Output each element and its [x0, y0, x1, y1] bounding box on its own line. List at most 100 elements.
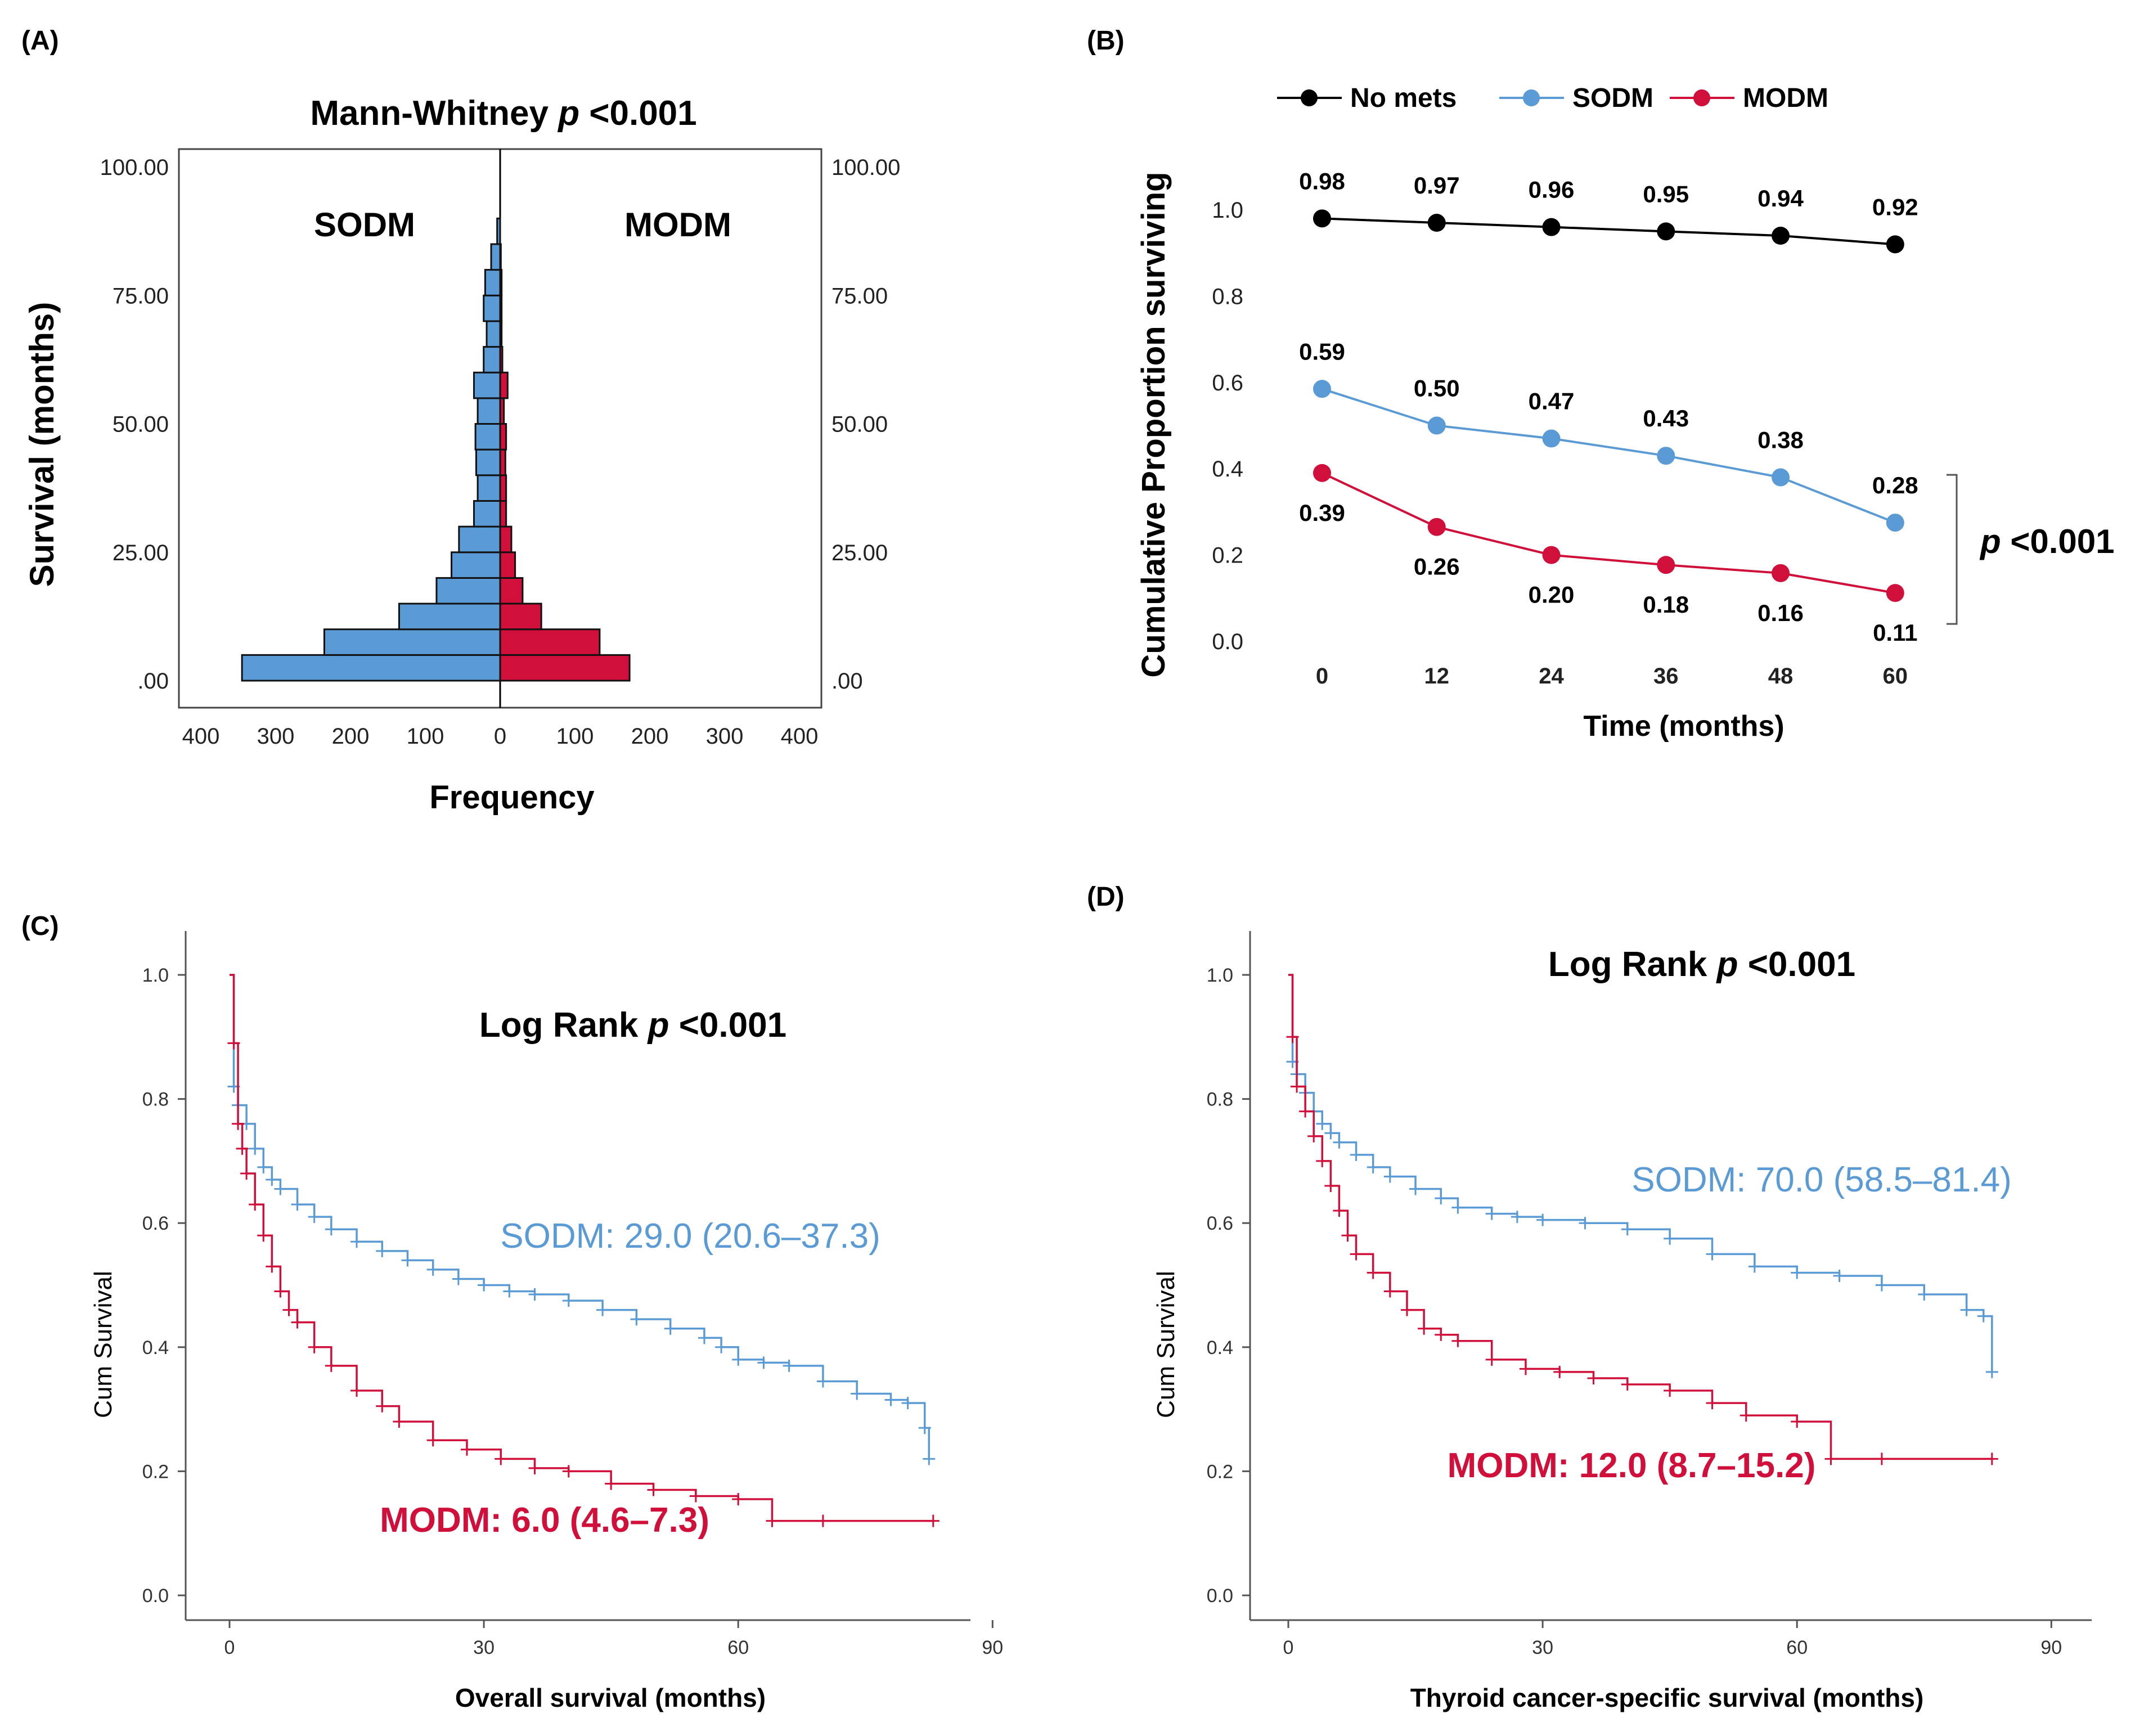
panel-b-series-line [1322, 472, 1896, 595]
km-censor-mark [376, 1244, 389, 1257]
panel-d-label: (D) [1087, 882, 1125, 912]
km-ytick-label: 0.2 [1207, 1461, 1233, 1482]
panel-a-modm-bar [499, 628, 601, 656]
km-censor-mark [1706, 1248, 1719, 1261]
km-censor-mark [927, 1514, 940, 1527]
panel-b-data-point [1657, 447, 1675, 465]
km-censor-mark [816, 1514, 829, 1527]
panel-b-series-line [1322, 388, 1896, 524]
km-xtick-label: 30 [1532, 1637, 1553, 1658]
km-censor-mark [503, 1285, 516, 1298]
panel-a-modm-bar [499, 448, 506, 476]
panel-b-ytick: 0.0 [1212, 629, 1243, 654]
km-censor-mark [1286, 1031, 1299, 1044]
panel-a-modm-bar [499, 423, 507, 451]
km-censor-mark [630, 1313, 643, 1326]
panel-b-significance-bracket [1947, 474, 1958, 625]
km-censor-mark [1536, 1213, 1549, 1226]
km-censor-mark [426, 1263, 439, 1276]
panel-b-data-label: 0.16 [1758, 600, 1804, 626]
panel-b-data-label: 0.18 [1643, 591, 1689, 618]
panel-b-data-label: 0.59 [1299, 338, 1345, 365]
km-xtick-label: 30 [473, 1637, 495, 1658]
km-ytick-label: 0.0 [142, 1585, 169, 1607]
panel-b-data-point [1313, 464, 1331, 482]
panel-b-data-label: 0.20 [1529, 582, 1575, 608]
panel-a-modm-bar [499, 525, 513, 554]
km-censor-mark [1621, 1223, 1634, 1236]
km-censor-mark [562, 1294, 575, 1307]
panel-a-modm-bar [499, 346, 504, 374]
km-censor-mark [1824, 1452, 1837, 1465]
km-censor-mark [1383, 1285, 1396, 1298]
km-ytick-label: 0.8 [142, 1089, 169, 1110]
panel-c-sodm-median-label: SODM: 29.0 (20.6–37.3) [500, 1217, 880, 1256]
panel-a-sodm-bar [477, 474, 501, 502]
panel-c-title: Log Rank p <0.001 [479, 1006, 786, 1045]
panel-a-modm-bar [499, 474, 507, 502]
km-censor-mark [401, 1254, 414, 1267]
panel-a-modm-bar [499, 654, 631, 682]
panel-d-ylabel: Cum Survival [1152, 1271, 1180, 1418]
panel-b-series-line [1322, 217, 1895, 246]
panel-a-ytick-left: 50.00 [113, 412, 169, 437]
panel-b-data-point [1657, 222, 1675, 241]
km-censor-mark [1833, 1269, 1846, 1282]
km-censor-mark [249, 1198, 262, 1211]
km-censor-mark [308, 1341, 321, 1353]
panel-a-modm-bar [499, 269, 503, 296]
km-censor-mark [452, 1272, 465, 1285]
km-censor-mark [1664, 1232, 1676, 1245]
panel-a-xtick: 100 [556, 724, 594, 749]
km-censor-mark [1918, 1288, 1931, 1301]
panel-a-xtick: 400 [781, 724, 819, 749]
panel-b-ytick: 0.4 [1212, 457, 1243, 482]
km-censor-mark [1341, 1229, 1354, 1242]
km-ytick-label: 0.6 [1207, 1213, 1233, 1234]
panel-a-ytick-left: 75.00 [113, 284, 169, 308]
panel-a-sodm-bar [435, 577, 501, 605]
panel-b-data-label: 0.43 [1643, 405, 1689, 431]
km-censor-mark [1435, 1328, 1448, 1341]
km-xtick-label: 0 [1283, 1637, 1294, 1658]
panel-b-ytick: 0.2 [1212, 543, 1243, 568]
km-censor-mark [783, 1359, 795, 1372]
km-censor-mark [249, 1142, 262, 1155]
km-censor-mark [1791, 1415, 1804, 1428]
km-censor-mark [1383, 1170, 1396, 1183]
km-ytick-label: 0.6 [142, 1213, 169, 1234]
panel-a-sodm-bar [475, 448, 501, 476]
panel-b-data-label: 0.50 [1414, 375, 1460, 402]
km-censor-mark [274, 1182, 287, 1195]
km-ytick-label: 0.4 [142, 1337, 169, 1359]
panel-b-data-point [1542, 429, 1561, 448]
panel-b-data-point [1772, 468, 1790, 487]
km-censor-mark [325, 1223, 338, 1236]
km-ytick-label: 1.0 [142, 965, 169, 986]
km-censor-mark [257, 1161, 270, 1173]
panel-b-xtick: 12 [1424, 664, 1450, 689]
panel-a-ytick-right: .00 [831, 669, 863, 694]
panel-a-xtick: 0 [494, 724, 506, 749]
km-censor-mark [664, 1322, 677, 1335]
panel-a-sodm-bar [451, 551, 501, 579]
panel-a-sodm-bar [458, 525, 501, 554]
km-censor-mark [562, 1465, 575, 1478]
km-censor-mark [1307, 1130, 1320, 1143]
panel-b-data-point [1886, 584, 1904, 602]
panel-b-legend: No mets SODM MODM [1277, 83, 1828, 113]
panel-b-data-point [1427, 214, 1446, 232]
km-censor-mark [1451, 1334, 1464, 1347]
km-censor-mark [528, 1288, 541, 1301]
km-censor-mark [1350, 1248, 1363, 1261]
panel-b-data-point [1772, 564, 1790, 582]
km-censor-mark [1985, 1452, 1998, 1465]
km-censor-mark [757, 1356, 770, 1369]
km-censor-mark [257, 1229, 270, 1242]
panel-a-sodm-bar [484, 269, 501, 296]
panel-b-data-label: 0.96 [1529, 177, 1575, 203]
km-sodm-curve [230, 974, 931, 1459]
panel-b-data-point [1886, 235, 1904, 254]
km-censor-mark [236, 1142, 249, 1155]
